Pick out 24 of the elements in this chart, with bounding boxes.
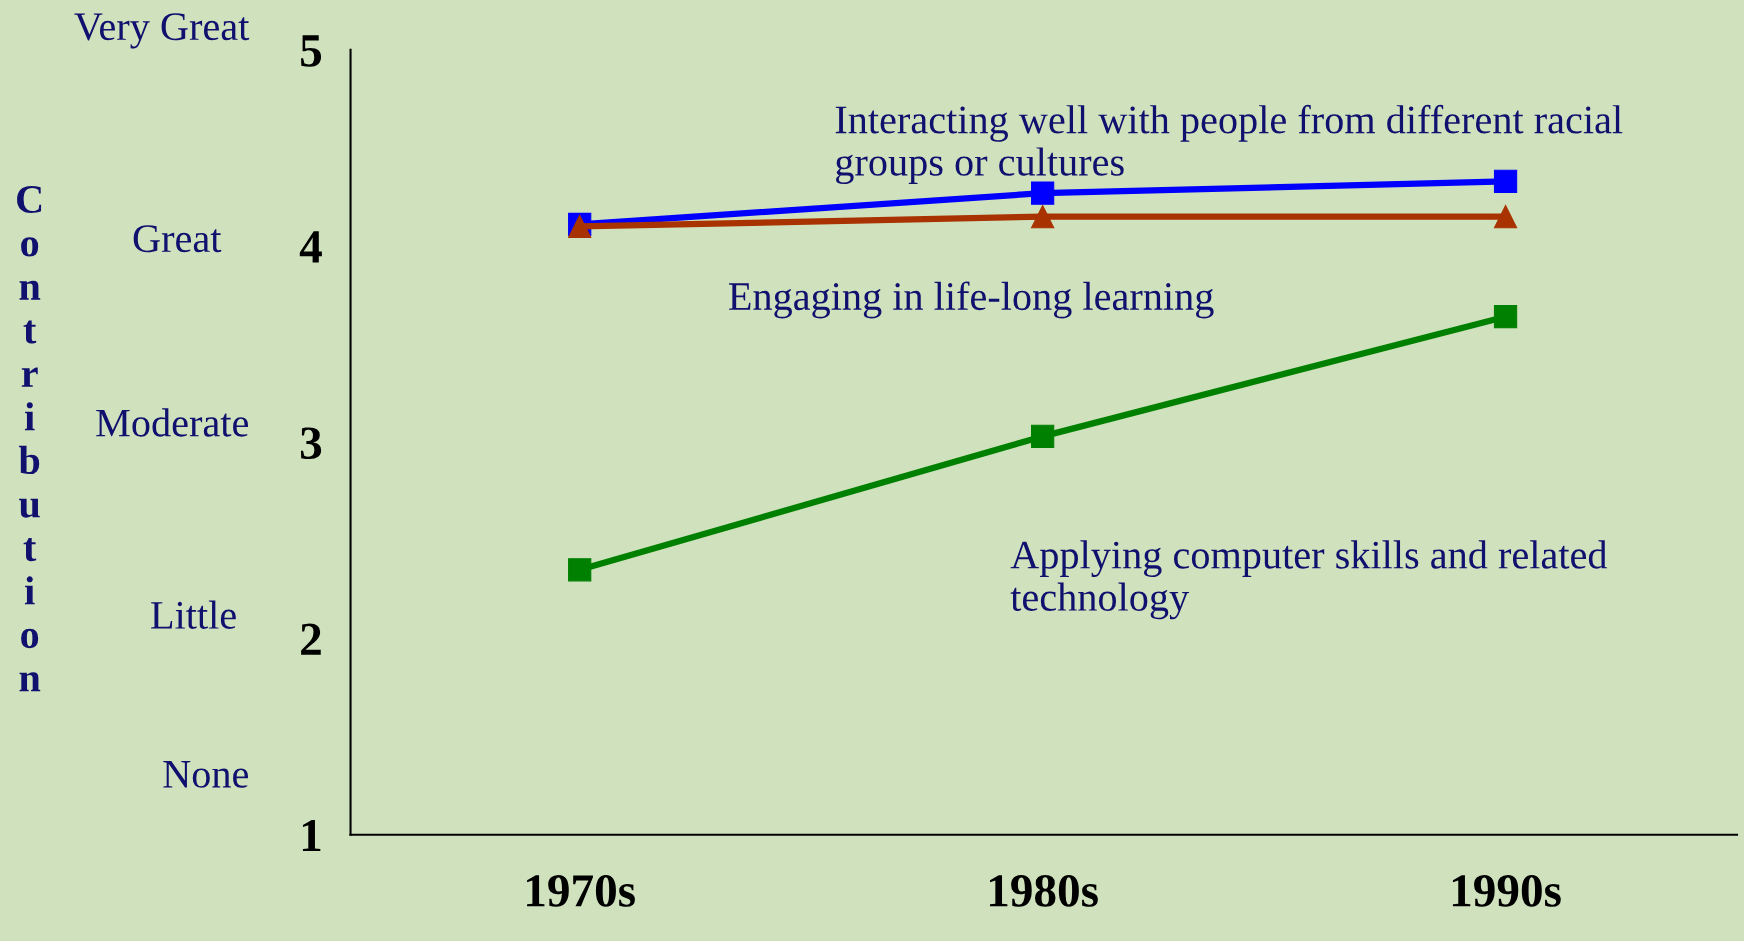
text: Very Great [74, 13, 250, 49]
text: Contribution [17, 185, 42, 692]
text: Great [133, 225, 222, 253]
y-tick-label: 5 [301, 35, 322, 67]
point [1031, 424, 1055, 449]
x-tick-label: 1980s [990, 874, 1098, 907]
point [1493, 169, 1518, 193]
y-tick-label: 2 [301, 623, 321, 655]
text: Applying computer skills and related technology [1010, 540, 1608, 620]
text: Moderate [96, 408, 248, 437]
text: None [163, 761, 248, 788]
text: Little [151, 600, 236, 629]
point [1493, 205, 1518, 229]
series-label: Interacting well with people from different racial groups or cultures [835, 104, 1623, 185]
y-tick-label: 3 [300, 427, 322, 460]
series-label: Engaging in life-long learning [728, 281, 1214, 319]
y-tick-label: 1 [302, 819, 321, 852]
point [1031, 181, 1055, 205]
point [1031, 205, 1055, 229]
point [568, 558, 592, 582]
y-tick-label: 4 [299, 231, 322, 263]
point [1493, 305, 1518, 329]
x-tick-label: 1990s [1452, 874, 1561, 907]
x-tick-label: 1970s [527, 874, 635, 907]
